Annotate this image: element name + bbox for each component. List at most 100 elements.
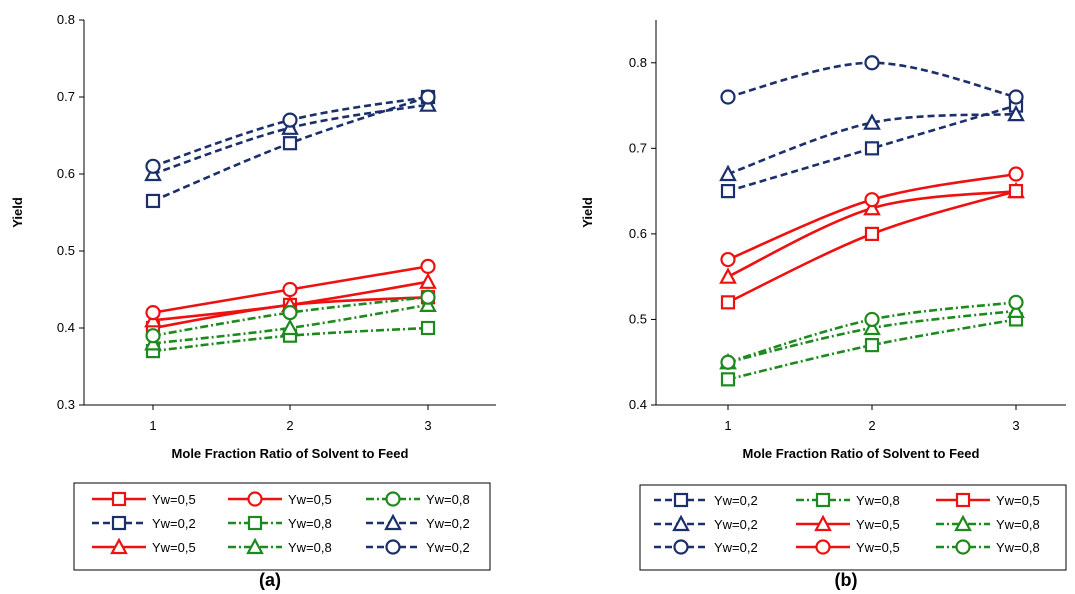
legend-marker bbox=[247, 491, 263, 507]
data-point-5-3 bbox=[420, 320, 436, 336]
legend-entry-label: Yw=0,5 bbox=[152, 540, 196, 555]
data-point-4-3 bbox=[420, 258, 436, 274]
legend-marker bbox=[384, 513, 402, 531]
data-point-3-1 bbox=[720, 89, 736, 105]
y-tick-label: 0.5 bbox=[629, 311, 647, 326]
legend-marker bbox=[815, 539, 831, 555]
legend-marker bbox=[955, 539, 971, 555]
x-tick-label: 2 bbox=[286, 418, 293, 433]
data-point-5-2 bbox=[863, 198, 881, 216]
legend-marker bbox=[385, 491, 401, 507]
legend-box bbox=[639, 484, 1067, 571]
legend-marker bbox=[955, 492, 971, 508]
y-tick-label: 0.7 bbox=[57, 89, 75, 104]
legend-entry-label: Yw=0,2 bbox=[714, 517, 758, 532]
legend-marker bbox=[110, 537, 128, 555]
data-point-6-2 bbox=[281, 318, 299, 336]
y-axis-title: Yield bbox=[10, 197, 25, 228]
data-point-2-3 bbox=[1007, 104, 1025, 122]
series-line-1 bbox=[727, 104, 1017, 193]
legend-entry-label: Yw=0,5 bbox=[288, 492, 332, 507]
series-line-6 bbox=[727, 172, 1017, 261]
legend-entry-label: Yw=0,8 bbox=[288, 516, 332, 531]
data-point-4-2 bbox=[864, 338, 880, 353]
data-point-1-1 bbox=[720, 184, 736, 199]
data-point-8-2 bbox=[863, 318, 881, 336]
legend-marker bbox=[246, 537, 264, 555]
data-point-9-3 bbox=[1008, 294, 1024, 310]
data-point-9-2 bbox=[282, 112, 298, 128]
legend-entry-label: Yw=0,8 bbox=[996, 540, 1040, 555]
data-point-2-1 bbox=[719, 164, 737, 182]
legend-marker bbox=[815, 492, 831, 508]
x-axis-title: Mole Fraction Ratio of Solvent to Feed bbox=[172, 446, 409, 461]
legend-box bbox=[73, 482, 491, 571]
panel-label: (b) bbox=[835, 570, 858, 590]
legend: Yw=0,2 Yw=0,2 Yw=0,2 Yw=0,8 Yw=0,5 Yw=0,5 Yw=0… bbox=[639, 484, 1067, 571]
series-line-6 bbox=[152, 303, 429, 345]
legend-marker bbox=[385, 539, 401, 555]
data-point-2-2 bbox=[282, 136, 298, 151]
data-point-9-3 bbox=[420, 89, 436, 105]
data-point-6-3 bbox=[1008, 166, 1024, 182]
data-point-7-1 bbox=[720, 295, 736, 310]
y-tick-label: 0.4 bbox=[57, 320, 75, 335]
legend-marker bbox=[111, 515, 127, 531]
legend-entry-label: Yw=0,8 bbox=[426, 492, 470, 507]
legend-entry-label: Yw=0,2 bbox=[714, 493, 758, 508]
data-point-4-1 bbox=[720, 372, 736, 387]
x-tick-label: 1 bbox=[724, 418, 731, 433]
data-point-7-2 bbox=[282, 305, 298, 321]
y-axis-title: Yield bbox=[580, 197, 595, 228]
data-point-7-3 bbox=[1008, 184, 1024, 199]
legend-entry-label: Yw=0,2 bbox=[152, 516, 196, 531]
legend: Yw=0,5 Yw=0,2 Yw=0,5 Yw=0,5 Yw=0,8 Yw=0,8 Yw=0… bbox=[73, 482, 491, 571]
x-tick-label: 1 bbox=[149, 418, 156, 433]
legend-marker bbox=[247, 515, 263, 531]
data-point-7-1 bbox=[145, 328, 161, 344]
data-point-6-1 bbox=[720, 251, 736, 268]
data-point-3-3 bbox=[419, 272, 437, 289]
data-point-4-1 bbox=[145, 305, 161, 321]
data-point-1-2 bbox=[864, 141, 880, 156]
legend-entry-label: Yw=0,2 bbox=[714, 540, 758, 555]
x-axis-title: Mole Fraction Ratio of Solvent to Feed bbox=[743, 446, 980, 461]
legend-marker bbox=[814, 514, 832, 532]
series-line-7 bbox=[152, 295, 429, 337]
x-tick-label: 2 bbox=[868, 418, 875, 433]
legend-marker bbox=[673, 492, 689, 508]
legend-entry-label: Yw=0,5 bbox=[856, 540, 900, 555]
data-point-7-3 bbox=[420, 289, 436, 305]
y-tick-label: 0.4 bbox=[629, 397, 647, 412]
legend-marker bbox=[672, 514, 690, 532]
series-line-5 bbox=[152, 326, 429, 353]
data-point-9-1 bbox=[145, 158, 161, 174]
data-point-2-2 bbox=[863, 113, 881, 130]
y-tick-label: 0.3 bbox=[57, 397, 75, 412]
y-tick-label: 0.8 bbox=[57, 12, 75, 27]
x-tick-label: 3 bbox=[424, 418, 431, 433]
legend-entry-label: Yw=0,5 bbox=[856, 517, 900, 532]
x-tick-label: 3 bbox=[1012, 418, 1019, 433]
data-point-8-3 bbox=[1007, 301, 1025, 318]
data-point-2-1 bbox=[145, 193, 161, 209]
chart-panel-2: 0.4 0.5 0.6 0.7 0.8 1 2 3 Mole Fraction Ratio of… bbox=[580, 20, 1067, 590]
legend-marker bbox=[954, 514, 972, 532]
panel-label: (a) bbox=[259, 570, 281, 590]
legend-marker bbox=[673, 539, 689, 555]
data-point-7-2 bbox=[864, 226, 880, 241]
legend-entry-label: Yw=0,2 bbox=[426, 516, 470, 531]
y-tick-label: 0.6 bbox=[629, 226, 647, 241]
legend-entry-label: Yw=0,8 bbox=[996, 517, 1040, 532]
data-point-4-2 bbox=[282, 281, 298, 298]
data-point-6-2 bbox=[864, 192, 880, 208]
data-point-9-1 bbox=[720, 354, 736, 370]
legend-entry-label: Yw=0,5 bbox=[996, 493, 1040, 508]
legend-entry-label: Yw=0,8 bbox=[288, 540, 332, 555]
y-tick-label: 0.6 bbox=[57, 166, 75, 181]
chart-panel-1: 0.3 0.4 0.5 0.6 0.7 0.8 1 2 3 Mole Fraction Ratio… bbox=[10, 12, 496, 590]
series-line-2 bbox=[727, 112, 1017, 176]
legend-entry-label: Yw=0,8 bbox=[856, 493, 900, 508]
y-tick-label: 0.7 bbox=[629, 140, 647, 155]
